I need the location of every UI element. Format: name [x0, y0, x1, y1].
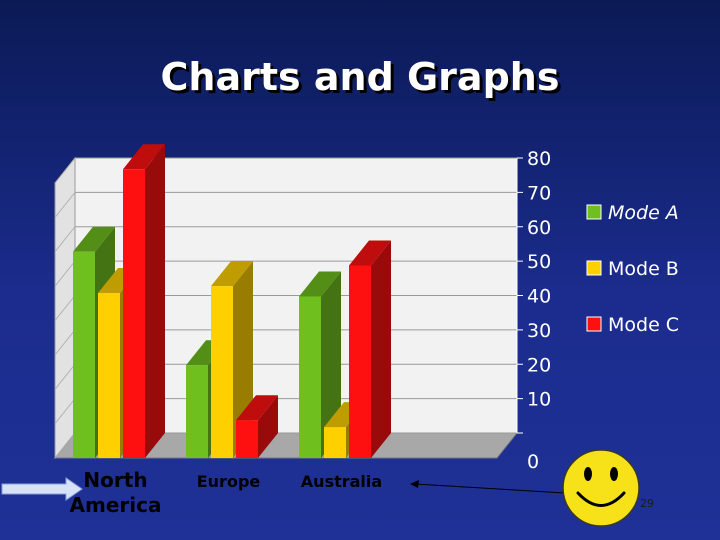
bar-side-mode-a — [321, 271, 341, 458]
legend-swatch — [586, 204, 602, 220]
bar-side-mode-c — [371, 240, 391, 458]
bar-top-mode-b — [211, 261, 253, 287]
gridline-side — [54, 363, 76, 390]
smiley-face-icon — [562, 449, 640, 527]
chart-bars — [73, 144, 391, 458]
legend-label: Mode A — [608, 202, 679, 224]
y-tick-label: 70 — [527, 182, 551, 204]
x-axis-categories: North America Europe Australia — [70, 468, 383, 517]
bar-top-mode-a — [73, 226, 115, 252]
decorations — [1, 449, 640, 527]
bar-mode-a — [186, 365, 208, 458]
bar-mode-c — [123, 169, 145, 458]
y-tick-label: 0 — [527, 451, 539, 473]
bar-mode-a — [299, 296, 321, 458]
gridline-side — [54, 260, 76, 287]
x-category-label: North America — [70, 468, 162, 517]
legend-label: Mode C — [608, 314, 679, 336]
slide-title: Charts and Graphs — [160, 55, 560, 99]
smiley-eye-right — [610, 467, 618, 481]
y-tick-label: 40 — [527, 286, 551, 308]
x-category-label: Australia — [301, 472, 382, 491]
bar-mode-a — [73, 251, 95, 458]
gridline-side — [54, 398, 76, 424]
bar-mode-c — [236, 420, 258, 458]
smiley-face — [562, 449, 640, 527]
bar-top-mode-c — [236, 395, 278, 421]
y-tick-label: 60 — [527, 217, 551, 239]
bar-top-mode-c — [349, 240, 391, 266]
bar-top-mode-c — [123, 144, 165, 170]
gridline-side — [54, 432, 76, 459]
smiley-mouth — [576, 491, 626, 507]
bar-side-mode-c — [258, 395, 278, 458]
legend-swatch — [586, 260, 602, 276]
gridline-side — [54, 295, 76, 321]
gridline-side — [54, 226, 76, 253]
pointer-line-stroke — [414, 483, 566, 494]
pointer-line — [410, 480, 566, 494]
legend-label: Mode B — [608, 258, 679, 280]
x-category-label: Europe — [197, 472, 261, 491]
y-tick-label: 30 — [527, 320, 551, 342]
y-tick-label: 10 — [527, 389, 551, 411]
bar-top-mode-a — [299, 271, 341, 297]
legend-swatch — [586, 316, 602, 332]
gridline-side — [54, 329, 76, 356]
bar-mode-c — [349, 265, 371, 458]
arrow-right-icon — [1, 477, 83, 501]
chart-legend: Mode A Mode B Mode C — [586, 202, 679, 336]
page-number: 29 — [640, 497, 654, 510]
arrow-shape — [1, 477, 83, 501]
bar-mode-b — [98, 293, 120, 458]
bar-mode-b — [211, 286, 233, 458]
y-tick-label: 20 — [527, 354, 551, 376]
gridline-side — [54, 157, 76, 184]
y-tick-label: 50 — [527, 251, 551, 273]
y-axis-ticks: 80 70 60 50 40 30 20 10 0 — [516, 148, 551, 473]
bar-side-mode-c — [145, 144, 165, 458]
smiley-eye-left — [584, 467, 592, 481]
bar-mode-b — [324, 427, 346, 458]
pointer-arrowhead — [410, 480, 419, 488]
gridline-side — [54, 192, 76, 218]
y-tick-label: 80 — [527, 148, 551, 170]
